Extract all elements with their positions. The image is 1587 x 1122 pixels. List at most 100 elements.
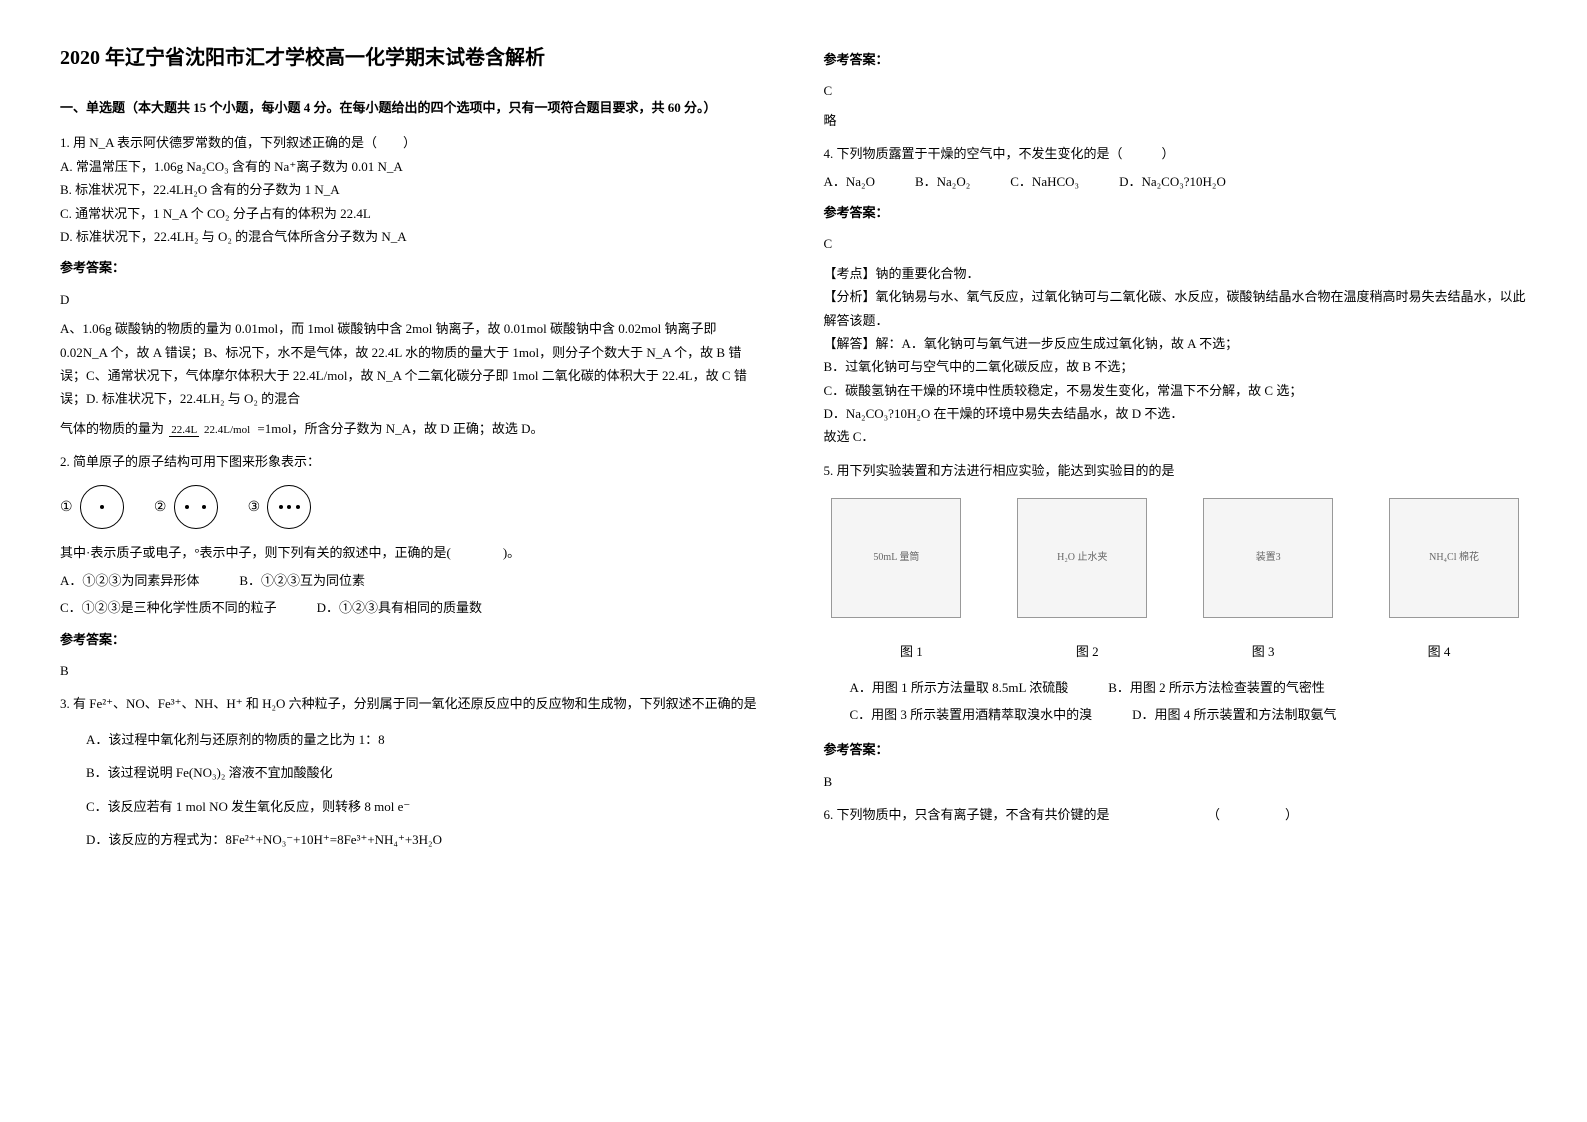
q5-row2: C．用图 3 所示装置用酒精萃取溴水中的溴 D．用图 4 所示装置和方法制取氨气 [824, 703, 1528, 726]
q3-optB: B．该过程说明 Fe(NO₃)₂ 溶液不宜加酸酸化 [60, 761, 764, 784]
q2-optB: B．①②③互为同位素 [239, 569, 365, 592]
q1-explanation-2: 气体的物质的量为 22.4L 22.4L/mol =1mol，所含分子数为 N_… [60, 417, 764, 440]
fx-text: 氧化钠易与水、氧气反应，过氧化钠可与二氧化碳、水反应，碳酸钠结晶水合物在温度稍高… [824, 289, 1526, 327]
q5-cap4: 图 4 [1428, 640, 1451, 663]
diagram-3: ③ [248, 485, 312, 529]
q3-optD: D．该反应的方程式为：8Fe²⁺+NO₃⁻+10H⁺=8Fe³⁺+NH₄⁺+3H… [60, 828, 764, 851]
apparatus-icon: NH₄Cl 棉花 [1389, 498, 1519, 618]
q2-options-row1: A．①②③为同素异形体 B．①②③互为同位素 [60, 569, 764, 592]
question-4: 4. 下列物质露置于干燥的空气中，不发生变化的是（ ） A．Na₂O B．Na₂… [824, 142, 1528, 449]
q5-cap3: 图 3 [1252, 640, 1275, 663]
q5-img3: 装置3 [1203, 498, 1333, 624]
q3-answer-label: 参考答案： [824, 48, 1528, 71]
dot-icon [279, 505, 283, 509]
q2-answer-label: 参考答案： [60, 628, 764, 651]
q6-stem: 6. 下列物质中，只含有离子键，不含有共价键的是 （ ） [824, 803, 1528, 826]
q5-optC: C．用图 3 所示装置用酒精萃取溴水中的溴 [824, 703, 1093, 726]
q5-optB: B．用图 2 所示方法检查装置的气密性 [1108, 676, 1325, 699]
q3-answer: C [824, 79, 1528, 102]
q5-cap2: 图 2 [1076, 640, 1099, 663]
jd-A: 解：A．氧化钠可与氧气进一步反应生成过氧化钠，故 A 不选； [876, 336, 1239, 351]
q2-optD: D．①②③具有相同的质量数 [317, 596, 482, 619]
question-2: 2. 简单原子的原子结构可用下图来形象表示： ① ② ③ [60, 450, 764, 682]
question-1: 1. 用 N_A 表示阿伏德罗常数的值，下列叙述正确的是（ ） A. 常温常压下… [60, 131, 764, 440]
q1-optD: D. 标准状况下，22.4LH₂ 与 O₂ 的混合气体所含分子数为 N_A [60, 225, 764, 248]
question-3: 3. 有 Fe²⁺、NO、Fe³⁺、NH、H⁺ 和 H₂O 六种粒子，分别属于同… [60, 692, 764, 851]
question-6: 6. 下列物质中，只含有离子键，不含有共价键的是 （ ） [824, 803, 1528, 826]
apparatus-icon: 50mL 量筒 [831, 498, 961, 618]
q5-img1: 50mL 量筒 [831, 498, 961, 624]
q5-row1: A．用图 1 所示方法量取 8.5mL 浓硫酸 B．用图 2 所示方法检查装置的… [824, 676, 1528, 699]
circle-icon [174, 485, 218, 529]
q5-cap1: 图 1 [900, 640, 923, 663]
fraction-icon: 22.4L 22.4L/mol [169, 424, 252, 436]
q4-jdC: C．碳酸氢钠在干燥的环境中性质较稳定，不易发生变化，常温下不分解，故 C 选； [824, 379, 1528, 402]
q5-img2: H₂O 止水夹 [1017, 498, 1147, 624]
q5-choices: A．用图 1 所示方法量取 8.5mL 浓硫酸 B．用图 2 所示方法检查装置的… [824, 676, 1528, 727]
q1-answer: D [60, 288, 764, 311]
q4-jdEnd: 故选 C． [824, 425, 1528, 448]
dot-icon [185, 505, 189, 509]
q5-stem: 5. 用下列实验装置和方法进行相应实验，能达到实验目的的是 [824, 459, 1528, 482]
left-column: 2020 年辽宁省沈阳市汇才学校高一化学期末试卷含解析 一、单选题（本大题共 1… [60, 40, 764, 863]
q5-answer: B [824, 770, 1528, 793]
q1-optB: B. 标准状况下，22.4LH₂O 含有的分子数为 1 N_A [60, 178, 764, 201]
q4-options: A．Na₂O B．Na₂O₂ C．NaHCO₃ D．Na₂CO₃?10H₂O [824, 170, 1528, 193]
dot-icon [296, 505, 300, 509]
diagram-3-label: ③ [248, 500, 261, 515]
q1-exp2: =1mol，所含分子数为 N_A，故 D 正确；故选 D。 [257, 421, 543, 436]
apparatus-icon: H₂O 止水夹 [1017, 498, 1147, 618]
q5-img4: NH₄Cl 棉花 [1389, 498, 1519, 624]
q5-image-row: 50mL 量筒 H₂O 止水夹 装置3 NH₄Cl 棉花 [824, 498, 1528, 624]
q2-optC: C．①②③是三种化学性质不同的粒子 [60, 596, 277, 619]
q1-optA: A. 常温常压下，1.06g Na₂CO₃ 含有的 Na⁺离子数为 0.01 N… [60, 155, 764, 178]
right-column: 参考答案： C 略 4. 下列物质露置于干燥的空气中，不发生变化的是（ ） A．… [824, 40, 1528, 863]
diagram-2-label: ② [154, 500, 167, 515]
q4-answer-label: 参考答案： [824, 201, 1528, 224]
frac-num: 22.4L [169, 424, 199, 437]
q3-optC: C．该反应若有 1 mol NO 发生氧化反应，则转移 8 mol e⁻ [60, 795, 764, 818]
q3-choices: A．该过程中氧化剂与还原剂的物质的量之比为 1：8 B．该过程说明 Fe(NO₃… [60, 728, 764, 852]
q4-optA: A．Na₂O [824, 170, 875, 193]
q1-stem: 1. 用 N_A 表示阿伏德罗常数的值，下列叙述正确的是（ ） [60, 131, 764, 154]
q2-diagram-row: ① ② ③ [60, 485, 764, 529]
q4-fx: 【分析】氧化钠易与水、氧气反应，过氧化钠可与二氧化碳、水反应，碳酸钠结晶水合物在… [824, 285, 1528, 332]
jd-label: 【解答】 [824, 336, 876, 351]
section-heading: 一、单选题（本大题共 15 个小题，每小题 4 分。在每小题给出的四个选项中，只… [60, 96, 764, 119]
fx-label: 【分析】 [824, 289, 876, 304]
q5-optA: A．用图 1 所示方法量取 8.5mL 浓硫酸 [824, 676, 1069, 699]
kp-label: 【考点】 [824, 266, 876, 281]
q5-optD: D．用图 4 所示装置和方法制取氨气 [1132, 703, 1336, 726]
q2-answer: B [60, 659, 764, 682]
page-title: 2020 年辽宁省沈阳市汇才学校高一化学期末试卷含解析 [60, 40, 764, 76]
apparatus-icon: 装置3 [1203, 498, 1333, 618]
frac-den: 22.4L/mol [202, 424, 252, 436]
diagram-1-label: ① [60, 500, 73, 515]
q4-kp: 【考点】钠的重要化合物． [824, 262, 1528, 285]
circle-icon [80, 485, 124, 529]
diagram-1: ① [60, 485, 124, 529]
q2-stem: 2. 简单原子的原子结构可用下图来形象表示： [60, 450, 764, 473]
dot-icon [202, 505, 206, 509]
q3-brief: 略 [824, 109, 1528, 132]
q3-optA: A．该过程中氧化剂与还原剂的物质的量之比为 1：8 [60, 728, 764, 751]
q4-answer: C [824, 232, 1528, 255]
q3-stem: 3. 有 Fe²⁺、NO、Fe³⁺、NH、H⁺ 和 H₂O 六种粒子，分别属于同… [60, 692, 764, 715]
diagram-2: ② [154, 485, 218, 529]
q4-jd: 【解答】解：A．氧化钠可与氧气进一步反应生成过氧化钠，故 A 不选； [824, 332, 1528, 355]
page-columns: 2020 年辽宁省沈阳市汇才学校高一化学期末试卷含解析 一、单选题（本大题共 1… [60, 40, 1527, 863]
q4-optB: B．Na₂O₂ [915, 170, 970, 193]
q1-explanation-1: A、1.06g 碳酸钠的物质的量为 0.01mol，而 1mol 碳酸钠中含 2… [60, 317, 764, 411]
q4-jdD: D．Na₂CO₃?10H₂O 在干燥的环境中易失去结晶水，故 D 不选． [824, 402, 1528, 425]
dot-icon [287, 505, 291, 509]
q1-optC: C. 通常状况下，1 N_A 个 CO₂ 分子占有的体积为 22.4L [60, 202, 764, 225]
kp-text: 钠的重要化合物． [876, 266, 980, 281]
q2-optA: A．①②③为同素异形体 [60, 569, 199, 592]
q4-optC: C．NaHCO₃ [1010, 170, 1079, 193]
circle-icon [267, 485, 311, 529]
q1-answer-label: 参考答案： [60, 256, 764, 279]
q4-jdB: B．过氧化钠可与空气中的二氧化碳反应，故 B 不选； [824, 355, 1528, 378]
q5-answer-label: 参考答案： [824, 738, 1528, 761]
q2-line2: 其中·表示质子或电子，°表示中子，则下列有关的叙述中，正确的是( )。 [60, 541, 764, 564]
q4-stem: 4. 下列物质露置于干燥的空气中，不发生变化的是（ ） [824, 142, 1528, 165]
